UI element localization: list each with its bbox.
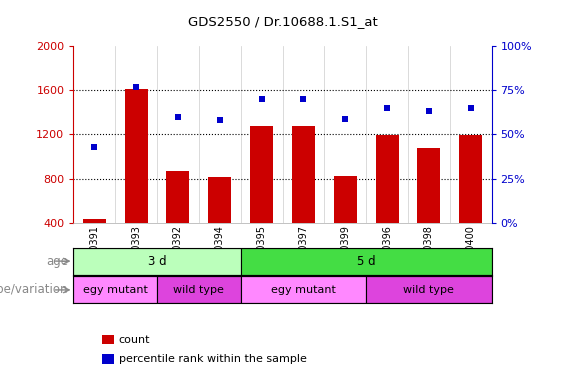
Text: egy mutant: egy mutant [271, 285, 336, 295]
Bar [73, 276, 157, 303]
Point [341, 116, 350, 122]
Text: egy mutant: egy mutant [83, 285, 147, 295]
Bar [167, 171, 189, 223]
Point [466, 105, 475, 111]
Text: 3 d: 3 d [148, 255, 166, 268]
Text: wild type: wild type [173, 285, 224, 295]
Bar [208, 177, 231, 223]
Bar [241, 248, 492, 275]
Bar [418, 148, 440, 223]
Bar [459, 135, 482, 223]
Point [299, 96, 308, 102]
Text: wild type: wild type [403, 285, 454, 295]
Text: count: count [119, 335, 150, 345]
Text: 5 d: 5 d [357, 255, 375, 268]
Bar [241, 276, 366, 303]
Point [173, 114, 182, 120]
Text: genotype/variation: genotype/variation [0, 283, 68, 296]
Point [383, 105, 392, 111]
Bar [83, 219, 106, 223]
Bar [334, 176, 357, 223]
Text: percentile rank within the sample: percentile rank within the sample [119, 354, 307, 364]
Bar [157, 276, 241, 303]
Bar [250, 126, 273, 223]
Bar [292, 126, 315, 223]
Bar [73, 248, 241, 275]
Text: GDS2550 / Dr.10688.1.S1_at: GDS2550 / Dr.10688.1.S1_at [188, 15, 377, 28]
Text: age: age [46, 255, 68, 268]
Bar [366, 276, 492, 303]
Point [90, 144, 99, 150]
Point [257, 96, 266, 102]
Bar [376, 135, 398, 223]
Point [424, 108, 433, 114]
Point [215, 117, 224, 123]
Bar [125, 89, 147, 223]
Point [132, 84, 141, 90]
